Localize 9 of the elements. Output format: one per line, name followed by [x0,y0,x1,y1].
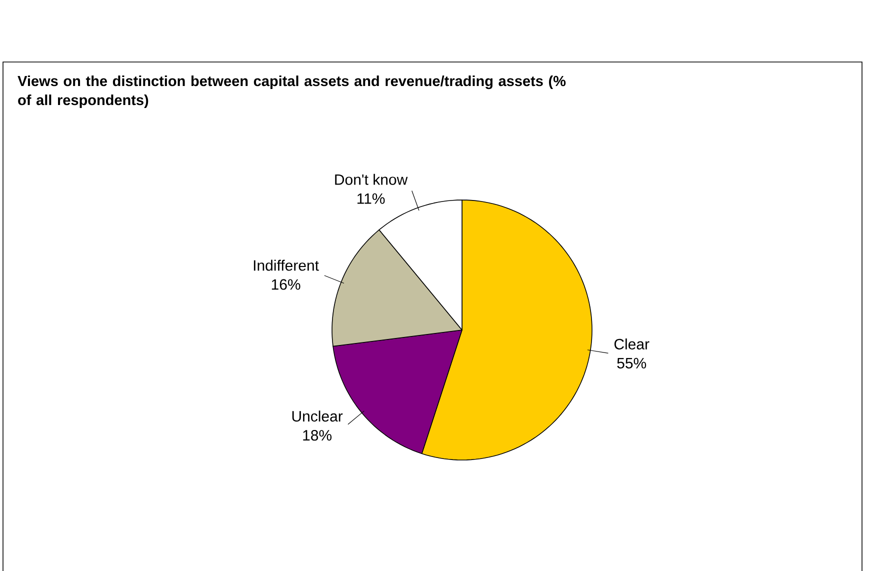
slice-label: Unclear [292,410,343,422]
chart-title: Views on the distinction between capital assets and revenue/trading assets (% of all respondents) [18,76,566,108]
data-label: 16% [272,279,300,290]
data-label: 18% [303,430,332,441]
slice-label: Indifferent [254,260,319,271]
data-label: 55% [617,358,646,368]
data-label: 11% [357,193,385,204]
slice-label: Clear [614,338,650,350]
slice-label: Don't know [335,174,408,185]
